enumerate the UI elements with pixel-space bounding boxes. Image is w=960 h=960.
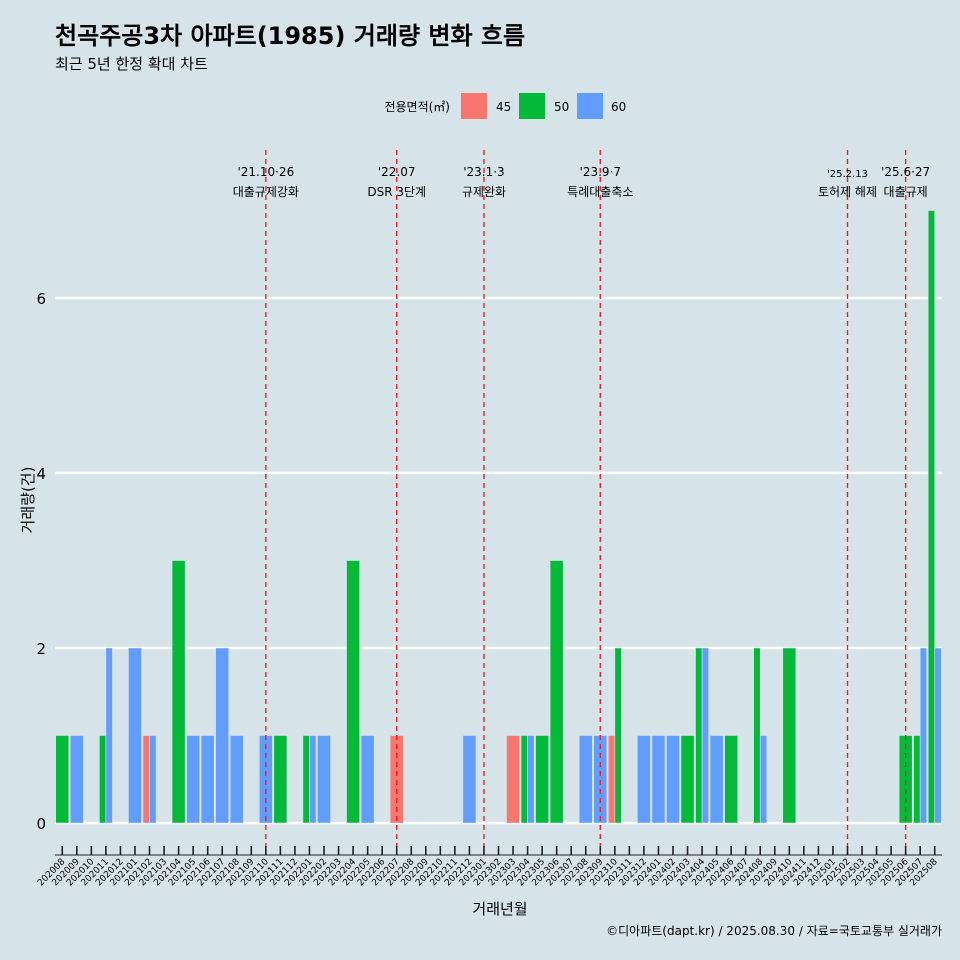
bar-202401-60: [651, 735, 666, 824]
bar-202507-50: [913, 735, 921, 824]
y-tick-label-0: 0: [36, 815, 46, 833]
bar-202204-50: [346, 560, 360, 824]
bar-202108-60: [229, 735, 244, 824]
bar-202101-60: [128, 647, 142, 824]
event-label-5: 대출규제: [884, 185, 928, 199]
bar-202105-60: [186, 735, 200, 824]
bar-202202-60: [317, 735, 331, 824]
x-axis-title: 거래년월: [472, 900, 527, 918]
bar-202404-50: [695, 647, 703, 824]
bar-202212-60: [462, 735, 477, 824]
bar-202201-60: [309, 735, 317, 824]
event-date-2: '23.1·3: [463, 165, 504, 179]
legend-swatch-60: [577, 93, 603, 119]
bar-202102-60: [149, 735, 157, 824]
bar-202009-60: [69, 735, 84, 824]
bar-202410-50: [782, 647, 797, 824]
y-tick-label-4: 4: [36, 465, 46, 483]
bar-202306-50: [549, 560, 564, 824]
bar-202106-60: [200, 735, 215, 824]
legend-label-50: 50: [554, 100, 569, 114]
legend-label-45: 45: [496, 100, 511, 114]
bar-202310-45: [607, 735, 616, 824]
annotations-layer: '21.10·26 대출규제강화 '22.07 DSR 3단계 '23.1·3 규제완화 '…: [233, 150, 930, 855]
bar-202201-50: [302, 735, 310, 824]
bar-202011-50: [99, 735, 107, 824]
bar-202408-50: [753, 647, 761, 824]
event-date-0: '21.10·26: [237, 165, 294, 179]
caption: ©디아파트(dapt.kr) / 2025.08.30 / 자료=국토교통부 실…: [606, 924, 942, 938]
y-tick-label-6: 6: [36, 290, 46, 308]
bar-202308-60: [578, 735, 593, 824]
bar-202508-50: [927, 210, 936, 824]
y-tick-label-2: 2: [36, 640, 46, 658]
bar-202008-50: [55, 735, 70, 824]
bar-202305-50: [535, 735, 549, 824]
bar-202111-50: [273, 735, 288, 824]
legend-swatch-50: [519, 93, 545, 119]
bar-202408-60: [759, 735, 768, 824]
chart-title: 천곡주공3차 아파트(1985) 거래량 변화 흐름: [55, 22, 525, 50]
event-label-0: 대출규제강화: [233, 185, 299, 199]
legend-title: 전용면적(㎡): [384, 100, 450, 114]
bar-202402-60: [666, 735, 680, 824]
x-axis: 2020082020092020102020112020122021012021…: [36, 846, 942, 888]
bar-202303-45: [506, 735, 520, 824]
bar-202304-60: [527, 735, 535, 824]
bar-202406-50: [724, 735, 738, 824]
event-date-1: '22.07: [378, 165, 416, 179]
bar-202011-60: [105, 647, 113, 824]
bar-202310-50: [614, 647, 622, 824]
event-date-5: '25.6·27: [881, 165, 930, 179]
bar-202405-60: [709, 735, 724, 824]
event-label-4: 토허제 해제: [818, 185, 877, 199]
bar-202403-50: [680, 735, 695, 824]
event-date-3: '23.9·7: [580, 165, 621, 179]
bar-202102-45: [142, 735, 150, 824]
event-label-2: 규제완화: [462, 185, 506, 199]
event-date-4: '25.2.13: [827, 169, 868, 180]
legend-label-60: 60: [611, 100, 626, 114]
bar-202205-60: [360, 735, 375, 824]
bar-202508-60: [934, 647, 942, 824]
bar-202107-60: [215, 647, 230, 824]
bar-202304-50: [520, 735, 528, 824]
bar-202404-60: [701, 647, 709, 824]
chart-subtitle: 최근 5년 한정 확대 차트: [55, 55, 208, 73]
bars-layer: [55, 210, 942, 824]
legend: 전용면적(㎡) 45 50 60: [384, 93, 626, 119]
legend-swatch-45: [461, 93, 487, 119]
event-label-1: DSR 3단계: [367, 185, 426, 199]
bar-202104-50: [171, 560, 186, 824]
bar-202507-60: [919, 647, 928, 824]
y-axis-title: 거래량(건): [19, 467, 37, 534]
event-label-3: 특례대출축소: [567, 185, 633, 199]
bar-202312-60: [637, 735, 651, 824]
